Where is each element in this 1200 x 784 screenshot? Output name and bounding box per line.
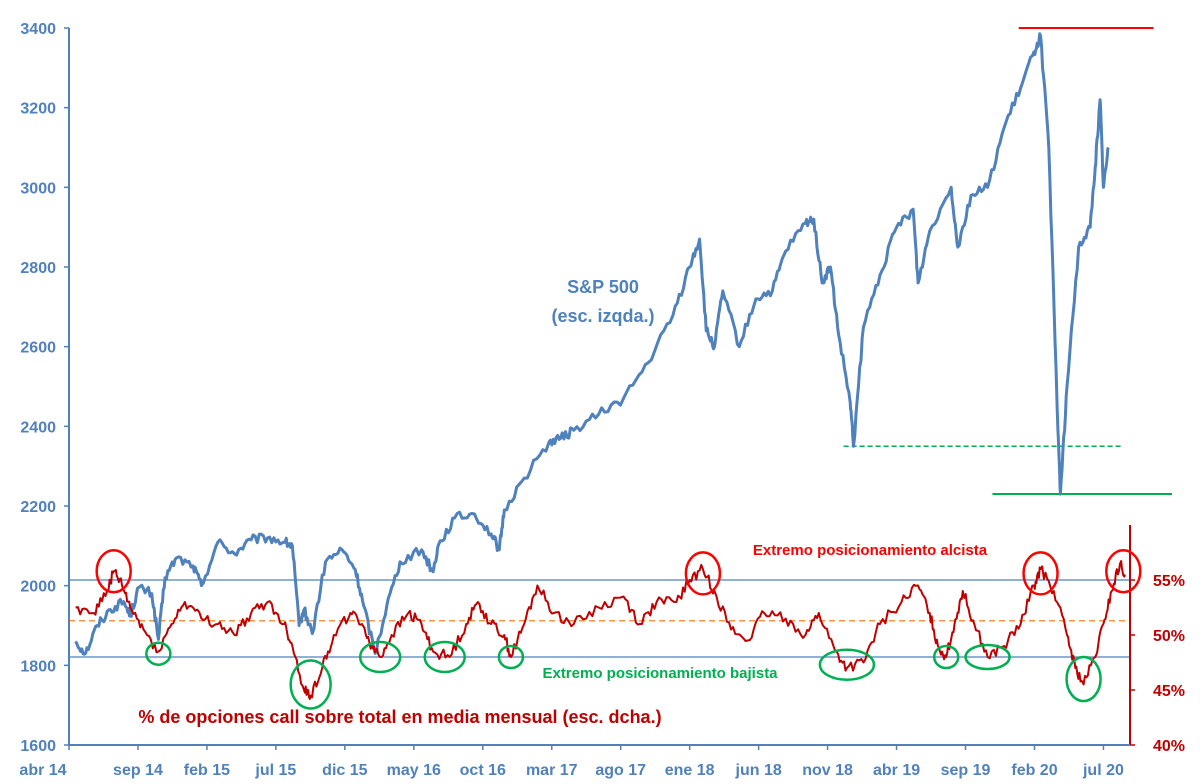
highlight-circles: [95, 548, 1142, 710]
right-tick-label: 45%: [1153, 683, 1185, 700]
x-tick-label: dic 15: [322, 762, 367, 779]
bearish-extreme-label: Extremo posicionamiento bajista: [542, 665, 778, 682]
bearish-extreme-circle: [423, 640, 466, 674]
x-tick-label: jun 18: [735, 762, 782, 779]
call-options-line: [75, 560, 1126, 700]
calls-series-label: % de opciones call sobre total en media …: [138, 707, 661, 727]
x-tick-label: feb 20: [1011, 762, 1057, 779]
bearish-extreme-circle: [1065, 655, 1102, 703]
x-tick-label: jul 20: [1082, 762, 1124, 779]
bullish-extreme-label: Extremo posicionamiento alcista: [753, 542, 988, 559]
x-tick-label: ago 17: [595, 762, 646, 779]
x-tick-label: oct 16: [460, 762, 506, 779]
bearish-extreme-circle: [358, 640, 402, 674]
sp500-line: [74, 32, 1110, 656]
left-tick-label: 1800: [20, 658, 56, 675]
left-tick-label: 2600: [20, 340, 56, 357]
x-tick-label: mar 17: [526, 762, 578, 779]
right-tick-label: 55%: [1153, 573, 1185, 590]
sp500-label: S&P 500: [567, 277, 639, 297]
series: [74, 32, 1126, 700]
x-tick-label: ene 18: [665, 762, 715, 779]
left-tick-label: 2400: [20, 419, 56, 436]
x-tick-label: may 16: [387, 762, 441, 779]
left-tick-label: 3400: [20, 21, 56, 38]
bearish-extreme-circle: [818, 648, 876, 681]
x-tick-label: sep 19: [941, 762, 991, 779]
left-tick-label: 3200: [20, 101, 56, 118]
bearish-extreme-circle: [145, 641, 172, 666]
left-axis-ticks: 1600 1800 2000 2200 2400 2600 2800 3000 3200 3400: [20, 21, 69, 755]
left-tick-label: 2800: [20, 260, 56, 277]
left-tick-label: 2200: [20, 499, 56, 516]
right-tick-label: 50%: [1153, 628, 1185, 645]
bearish-extreme-circle: [497, 644, 525, 670]
left-tick-label: 1600: [20, 738, 56, 755]
bullish-extreme-circle: [1022, 551, 1059, 596]
reference-lines: [69, 27, 1172, 658]
right-tick-label: 40%: [1153, 738, 1185, 755]
x-tick-label: feb 15: [184, 762, 230, 779]
x-axis-ticks: abr 14 sep 14 feb 15 jul 15 dic 15 may 16 oct …: [19, 745, 1124, 779]
x-tick-label: nov 18: [802, 762, 853, 779]
right-axis-ticks: 40% 45% 50% 55%: [1130, 573, 1185, 755]
bearish-extreme-circle: [964, 643, 1011, 671]
x-tick-label: sep 14: [113, 762, 163, 779]
bullish-extreme-circle: [1105, 548, 1142, 594]
x-tick-label: abr 14: [19, 762, 66, 779]
bearish-extreme-circle: [932, 644, 960, 670]
axes: [68, 28, 1131, 746]
left-tick-label: 3000: [20, 180, 56, 197]
x-tick-label: abr 19: [873, 762, 920, 779]
x-tick-label: jul 15: [254, 762, 296, 779]
bullish-extreme-circle: [684, 551, 722, 596]
left-tick-label: 2000: [20, 579, 56, 596]
bullish-extreme-circle: [95, 548, 132, 594]
bearish-extreme-circle: [289, 659, 332, 710]
sp500-scale-label: (esc. izqda.): [551, 306, 654, 326]
